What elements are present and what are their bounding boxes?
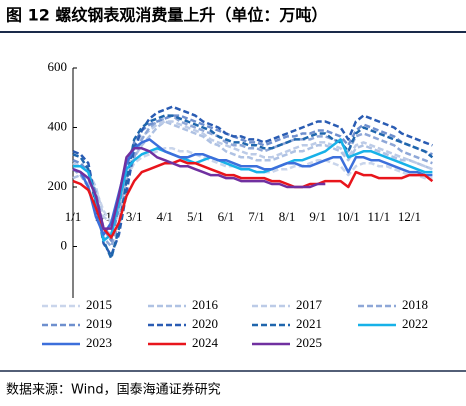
legend-label: 2021: [296, 316, 322, 331]
x-tick-label: 3/1: [126, 209, 143, 224]
legend-label: 2017: [296, 297, 323, 312]
series-line: [73, 138, 433, 242]
series-line: [72, 105, 433, 257]
legend-label: 2018: [402, 297, 428, 312]
legend-bg: [146, 298, 248, 314]
x-tick-label: 4/1: [156, 209, 173, 224]
legend-label: 2023: [86, 335, 112, 350]
x-tick-label: 11/1: [368, 209, 391, 224]
series-line: [72, 114, 434, 260]
legend-bg: [40, 336, 142, 352]
legend-bg: [146, 336, 248, 352]
legend-label: 2024: [192, 335, 219, 350]
x-tick-label: 6/1: [218, 209, 235, 224]
legend-bg: [40, 317, 142, 333]
y-tick-label: 400: [48, 118, 68, 133]
legend-label: 2019: [86, 316, 112, 331]
legend-label: 2015: [86, 297, 112, 312]
legend-bg: [356, 317, 458, 333]
x-tick-label: 1/1: [65, 209, 82, 224]
series-line: [72, 147, 326, 230]
y-tick-label: 0: [61, 237, 68, 252]
x-tick-label: 7/1: [248, 209, 265, 224]
chart-title: 图 12 螺纹钢表观消费量上升（单位：万吨）: [6, 6, 327, 25]
y-tick-label: 600: [48, 59, 68, 74]
legend-label: 2025: [296, 335, 322, 350]
legend-bg: [146, 317, 248, 333]
legend-bg: [250, 298, 352, 314]
x-tick-label: 9/1: [309, 209, 326, 224]
legend-bg: [250, 336, 352, 352]
y-tick-label: 200: [48, 178, 68, 193]
x-tick-label: 10/1: [337, 209, 360, 224]
series-line: [72, 158, 434, 239]
x-tick-label: 8/1: [279, 209, 296, 224]
legend-label: 2020: [192, 316, 218, 331]
series-line: [72, 120, 433, 224]
legend-bg: [356, 298, 458, 314]
legend-label: 2016: [192, 297, 219, 312]
x-tick-label: 5/1: [187, 209, 204, 224]
x-tick-label: 12/1: [398, 209, 421, 224]
legend-bg: [40, 298, 142, 314]
source: 数据来源：Wind，国泰海通证券研究: [6, 382, 221, 398]
legend-bg: [250, 317, 352, 333]
legend-label: 2022: [402, 316, 428, 331]
